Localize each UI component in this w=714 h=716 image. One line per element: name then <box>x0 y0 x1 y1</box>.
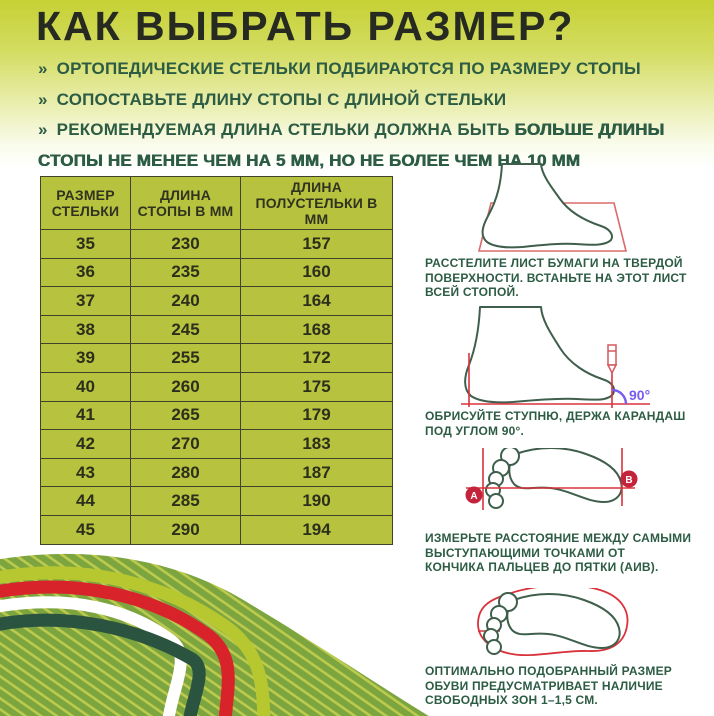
header-gradient <box>0 0 714 168</box>
bullet-text: РЕКОМЕНДУЕМАЯ ДЛИНА СТЕЛЬКИ ДОЛЖНА БЫТЬ <box>56 120 515 139</box>
decorative-wave-graphic <box>0 553 429 716</box>
table-row: 35 230 157 <box>40 229 393 259</box>
table-cell: 37 <box>40 286 131 316</box>
bullet-item: » СОПОСТАВЬТЕ ДЛИНУ СТОПЫ С ДЛИНОЙ СТЕЛЬК… <box>38 85 686 116</box>
table-cell: 255 <box>130 343 241 373</box>
table-cell: 175 <box>240 371 393 402</box>
table-cell: 160 <box>240 257 393 288</box>
column-header-insole-size: РАЗМЕР СТЕЛЬКИ <box>40 176 131 230</box>
point-a-badge: А <box>465 486 483 504</box>
table-cell: 230 <box>130 229 241 259</box>
angle-arc <box>611 388 628 405</box>
bullet-marker: » <box>38 59 48 78</box>
bullet-text: СОПОСТАВЬТЕ ДЛИНУ СТОПЫ С ДЛИНОЙ СТЕЛЬКИ <box>56 89 507 109</box>
footprint-outline <box>485 448 623 509</box>
wave-band-dark-green <box>0 613 206 716</box>
table-cell: 290 <box>130 514 241 545</box>
table-cell: 260 <box>130 371 241 402</box>
foot-side-outline <box>481 163 613 249</box>
pencil-icon <box>606 344 618 375</box>
table-cell: 40 <box>40 371 131 402</box>
table-row: 43 280 187 <box>40 457 393 488</box>
table-cell: 168 <box>240 314 393 345</box>
table-row: 44 285 190 <box>40 486 393 516</box>
shoe-outline <box>477 588 629 657</box>
insole-size-table: РАЗМЕР СТЕЛЬКИ ДЛИНА СТОПЫ В ММ ДЛИНА ПО… <box>40 176 393 545</box>
table-row: 38 245 168 <box>40 314 393 345</box>
trace-foot-with-pencil-illustration: 90° <box>461 306 650 408</box>
table-row: 37 240 164 <box>40 286 393 316</box>
table-cell: 172 <box>240 343 393 373</box>
size-table-header: РАЗМЕР СТЕЛЬКИ ДЛИНА СТОПЫ В ММ ДЛИНА ПО… <box>40 176 393 230</box>
table-cell: 235 <box>130 257 241 288</box>
table-row: 45 290 194 <box>40 514 393 545</box>
bullet-text-emphasis: БОЛЬШЕ ДЛИНЫ СТОПЫ НЕ МЕНЕЕ ЧЕМ НА 5 ММ,… <box>38 120 665 170</box>
table-cell: 44 <box>40 486 131 516</box>
table-cell: 41 <box>40 400 131 431</box>
size-table-body: 35 230 157 36 235 160 37 240 164 38 245 168 39 255 172… <box>40 229 393 545</box>
table-cell: 45 <box>40 514 131 545</box>
bullet-item: » РЕКОМЕНДУЕМАЯ ДЛИНА СТЕЛЬКИ ДОЛЖНА БЫТЬ… <box>38 115 686 176</box>
table-cell: 36 <box>40 257 131 288</box>
bullet-list: » ОРТОПЕДИЧЕСКИЕ СТЕЛЬКИ ПОДБИРАЮТСЯ ПО Р… <box>38 54 686 176</box>
measure-footprint-a-b-illustration: А В <box>465 448 638 510</box>
page-title: КАК ВЫБРАТЬ РАЗМЕР? <box>36 3 575 49</box>
step-caption: ОПТИМАЛЬНО ПОДОБРАННЫЙ РАЗМЕР ОБУВИ ПРЕД… <box>425 664 673 708</box>
table-cell: 179 <box>240 400 393 431</box>
wave-band-chartreuse <box>0 566 271 716</box>
table-cell: 190 <box>240 486 393 516</box>
table-cell: 270 <box>130 429 241 459</box>
table-cell: 42 <box>40 429 131 459</box>
table-row: 42 270 183 <box>40 429 393 459</box>
bullet-item: » ОРТОПЕДИЧЕСКИЕ СТЕЛЬКИ ПОДБИРАЮТСЯ ПО Р… <box>38 54 686 85</box>
column-header-foot-length: ДЛИНА СТОПЫ В ММ <box>130 176 241 230</box>
table-cell: 280 <box>130 457 241 488</box>
table-cell: 38 <box>40 314 131 345</box>
table-cell: 285 <box>130 486 241 516</box>
table-cell: 187 <box>240 457 393 488</box>
table-cell: 39 <box>40 343 131 373</box>
header-row: РАЗМЕР СТЕЛЬКИ ДЛИНА СТОПЫ В ММ ДЛИНА ПО… <box>40 176 393 230</box>
step-caption: ОБРИСУЙТЕ СТУПНЮ, ДЕРЖА КАРАНДАШ ПОД УГЛ… <box>425 409 686 438</box>
table-cell: 183 <box>240 429 393 459</box>
table-row: 36 235 160 <box>40 257 393 288</box>
foot-on-paper-illustration <box>477 163 628 252</box>
table-row: 39 255 172 <box>40 343 393 373</box>
table-cell: 164 <box>240 286 393 316</box>
footprint-in-shoe-outline-illustration <box>477 588 629 657</box>
table-row: 41 265 179 <box>40 400 393 431</box>
wave-band-red <box>0 580 235 716</box>
angle-label: 90° <box>629 387 650 403</box>
foot-side-outline <box>464 306 615 404</box>
point-a-label: А <box>470 491 477 502</box>
footprint-outline <box>483 592 621 655</box>
table-row: 40 260 175 <box>40 371 393 402</box>
table-cell: 245 <box>130 314 241 345</box>
table-cell: 35 <box>40 229 131 259</box>
table-cell: 43 <box>40 457 131 488</box>
column-header-half-insole-length: ДЛИНА ПОЛУСТЕЛЬКИ В ММ <box>240 176 393 230</box>
wave-band-white <box>0 596 187 716</box>
step-caption: РАССТЕЛИТЕ ЛИСТ БУМАГИ НА ТВЕРДОЙ ПОВЕРХ… <box>425 256 687 300</box>
table-cell: 194 <box>240 514 393 545</box>
table-cell: 157 <box>240 229 393 259</box>
table-cell: 265 <box>130 400 241 431</box>
bullet-text: ОРТОПЕДИЧЕСКИЕ СТЕЛЬКИ ПОДБИРАЮТСЯ ПО РА… <box>56 59 641 78</box>
point-b-label: В <box>625 475 632 486</box>
bullet-marker: » <box>38 120 48 139</box>
bullet-marker: » <box>38 89 48 109</box>
table-cell: 240 <box>130 286 241 316</box>
step-caption: ИЗМЕРЬТЕ РАССТОЯНИЕ МЕЖДУ САМЫМИ ВЫСТУПА… <box>425 531 692 575</box>
point-b-badge: В <box>620 470 638 488</box>
